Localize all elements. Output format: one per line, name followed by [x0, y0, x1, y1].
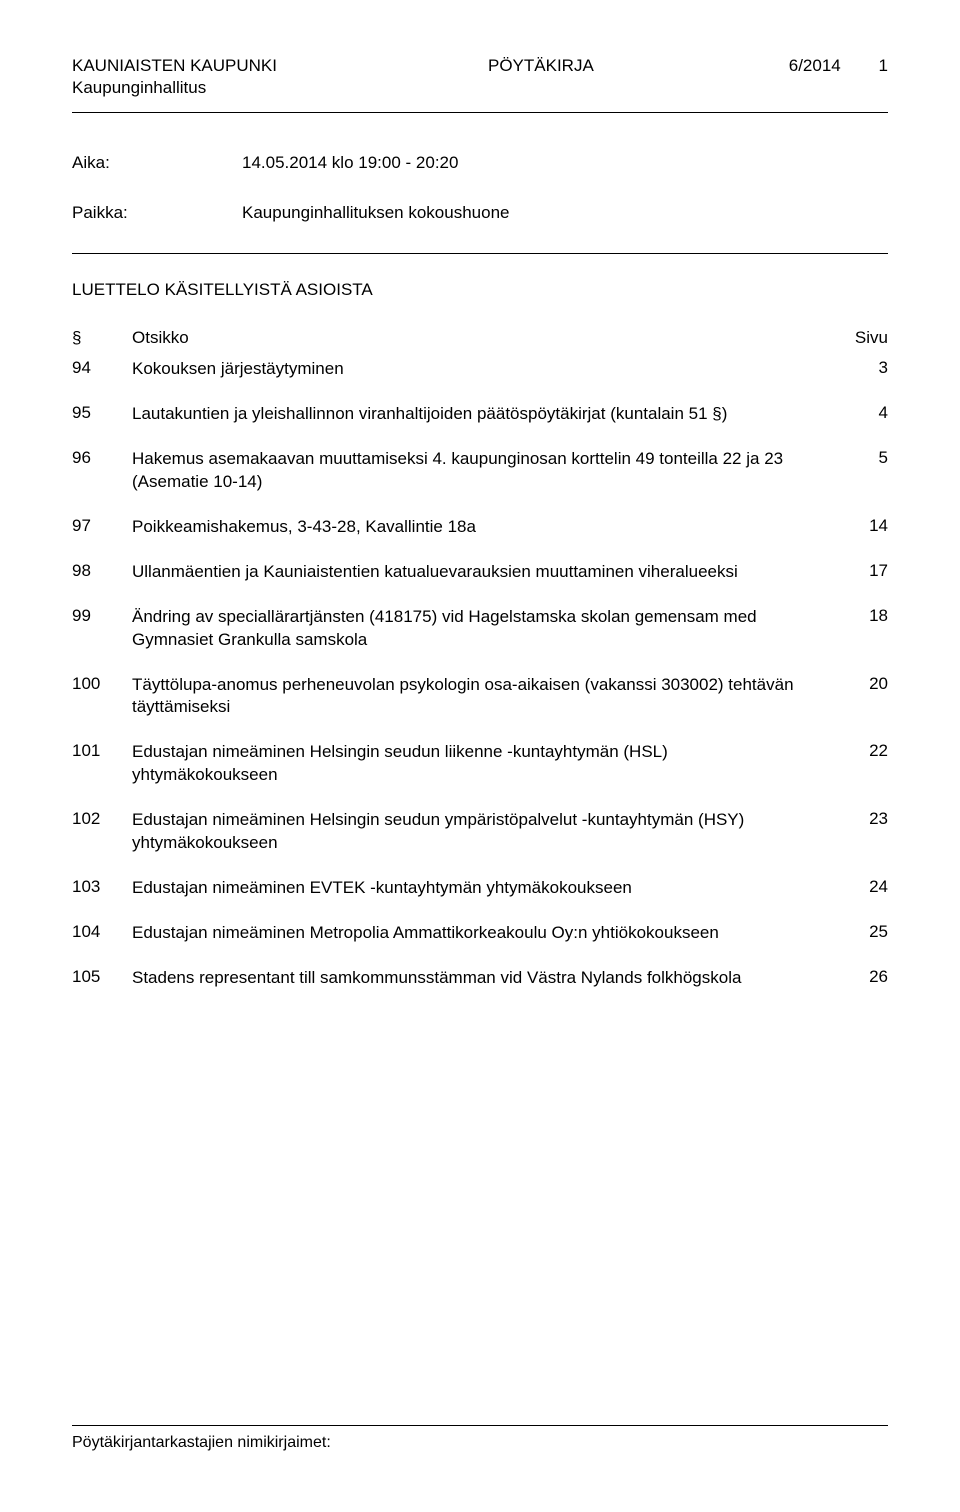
toc-row: 96Hakemus asemakaavan muuttamiseksi 4. k… — [72, 448, 888, 494]
meta-place-row: Paikka: Kaupunginhallituksen kokoushuone — [72, 203, 888, 223]
toc-item-title: Poikkeamishakemus, 3-43-28, Kavallintie … — [132, 516, 828, 539]
meta-time-row: Aika: 14.05.2014 klo 19:00 - 20:20 — [72, 153, 888, 173]
toc-row: 98Ullanmäentien ja Kauniaistentien katua… — [72, 561, 888, 584]
footer: Pöytäkirjantarkastajien nimikirjaimet: — [72, 1425, 888, 1452]
toc-item-num: 101 — [72, 741, 132, 761]
toc-item-num: 102 — [72, 809, 132, 829]
page-number: 1 — [879, 56, 888, 75]
toc-header-num: § — [72, 328, 132, 348]
toc-item-page: 14 — [828, 516, 888, 536]
toc-item-num: 104 — [72, 922, 132, 942]
org-subname: Kaupunginhallitus — [72, 78, 888, 98]
toc-item-page: 22 — [828, 741, 888, 761]
toc-item-page: 25 — [828, 922, 888, 942]
section-title: LUETTELO KÄSITELLYISTÄ ASIOISTA — [72, 280, 888, 300]
toc-item-page: 3 — [828, 358, 888, 378]
doc-type: PÖYTÄKIRJA — [488, 56, 768, 76]
toc-row: 104Edustajan nimeäminen Metropolia Ammat… — [72, 922, 888, 945]
toc-item-title: Edustajan nimeäminen Helsingin seudun ym… — [132, 809, 828, 855]
toc-item-title: Ändring av speciallärartjänsten (418175)… — [132, 606, 828, 652]
toc-item-num: 98 — [72, 561, 132, 581]
toc-header-title: Otsikko — [132, 328, 828, 348]
toc-header: § Otsikko Sivu — [72, 328, 888, 348]
toc-row: 97Poikkeamishakemus, 3-43-28, Kavallinti… — [72, 516, 888, 539]
toc-item-page: 20 — [828, 674, 888, 694]
footer-text: Pöytäkirjantarkastajien nimikirjaimet: — [72, 1434, 888, 1452]
footer-divider — [72, 1425, 888, 1426]
doc-number: 6/2014 — [789, 56, 841, 75]
toc-item-num: 96 — [72, 448, 132, 468]
toc-item-page: 18 — [828, 606, 888, 626]
header-row-1: KAUNIAISTEN KAUPUNKI PÖYTÄKIRJA 6/2014 1 — [72, 56, 888, 76]
toc-row: 95Lautakuntien ja yleishallinnon viranha… — [72, 403, 888, 426]
toc-row: 105Stadens representant till samkommunss… — [72, 967, 888, 990]
toc-list: 94Kokouksen järjestäytyminen3 95Lautakunt… — [72, 358, 888, 990]
toc-item-title: Edustajan nimeäminen Helsingin seudun li… — [132, 741, 828, 787]
toc-item-title: Ullanmäentien ja Kauniaistentien katualu… — [132, 561, 828, 584]
header-divider — [72, 112, 888, 113]
toc-item-num: 95 — [72, 403, 132, 423]
time-value: 14.05.2014 klo 19:00 - 20:20 — [242, 153, 888, 173]
meta-divider — [72, 253, 888, 254]
toc-item-num: 99 — [72, 606, 132, 626]
toc-item-title: Edustajan nimeäminen EVTEK -kuntayhtymän… — [132, 877, 828, 900]
toc-item-title: Lautakuntien ja yleishallinnon viranhalt… — [132, 403, 828, 426]
doc-page: 6/2014 1 — [768, 56, 888, 76]
toc-item-title: Edustajan nimeäminen Metropolia Ammattik… — [132, 922, 828, 945]
toc-row: 99Ändring av speciallärartjänsten (41817… — [72, 606, 888, 652]
toc-item-title: Täyttölupa-anomus perheneuvolan psykolog… — [132, 674, 828, 720]
org-name: KAUNIAISTEN KAUPUNKI — [72, 56, 488, 76]
toc-item-num: 105 — [72, 967, 132, 987]
toc-item-page: 23 — [828, 809, 888, 829]
toc-item-title: Hakemus asemakaavan muuttamiseksi 4. kau… — [132, 448, 828, 494]
time-label: Aika: — [72, 153, 242, 173]
toc-row: 103Edustajan nimeäminen EVTEK -kuntayhty… — [72, 877, 888, 900]
toc-item-num: 97 — [72, 516, 132, 536]
toc-item-page: 26 — [828, 967, 888, 987]
toc-row: 101Edustajan nimeäminen Helsingin seudun… — [72, 741, 888, 787]
header-row-2: Kaupunginhallitus — [72, 78, 888, 98]
toc-item-num: 94 — [72, 358, 132, 378]
toc-row: 94Kokouksen järjestäytyminen3 — [72, 358, 888, 381]
toc-item-page: 24 — [828, 877, 888, 897]
toc-item-num: 103 — [72, 877, 132, 897]
toc-item-page: 4 — [828, 403, 888, 423]
place-label: Paikka: — [72, 203, 242, 223]
toc-item-page: 17 — [828, 561, 888, 581]
place-value: Kaupunginhallituksen kokoushuone — [242, 203, 888, 223]
toc-item-page: 5 — [828, 448, 888, 468]
toc-item-num: 100 — [72, 674, 132, 694]
toc-item-title: Kokouksen järjestäytyminen — [132, 358, 828, 381]
toc-row: 100Täyttölupa-anomus perheneuvolan psyko… — [72, 674, 888, 720]
toc-row: 102Edustajan nimeäminen Helsingin seudun… — [72, 809, 888, 855]
toc-header-page: Sivu — [828, 328, 888, 348]
toc-item-title: Stadens representant till samkommunsstäm… — [132, 967, 828, 990]
